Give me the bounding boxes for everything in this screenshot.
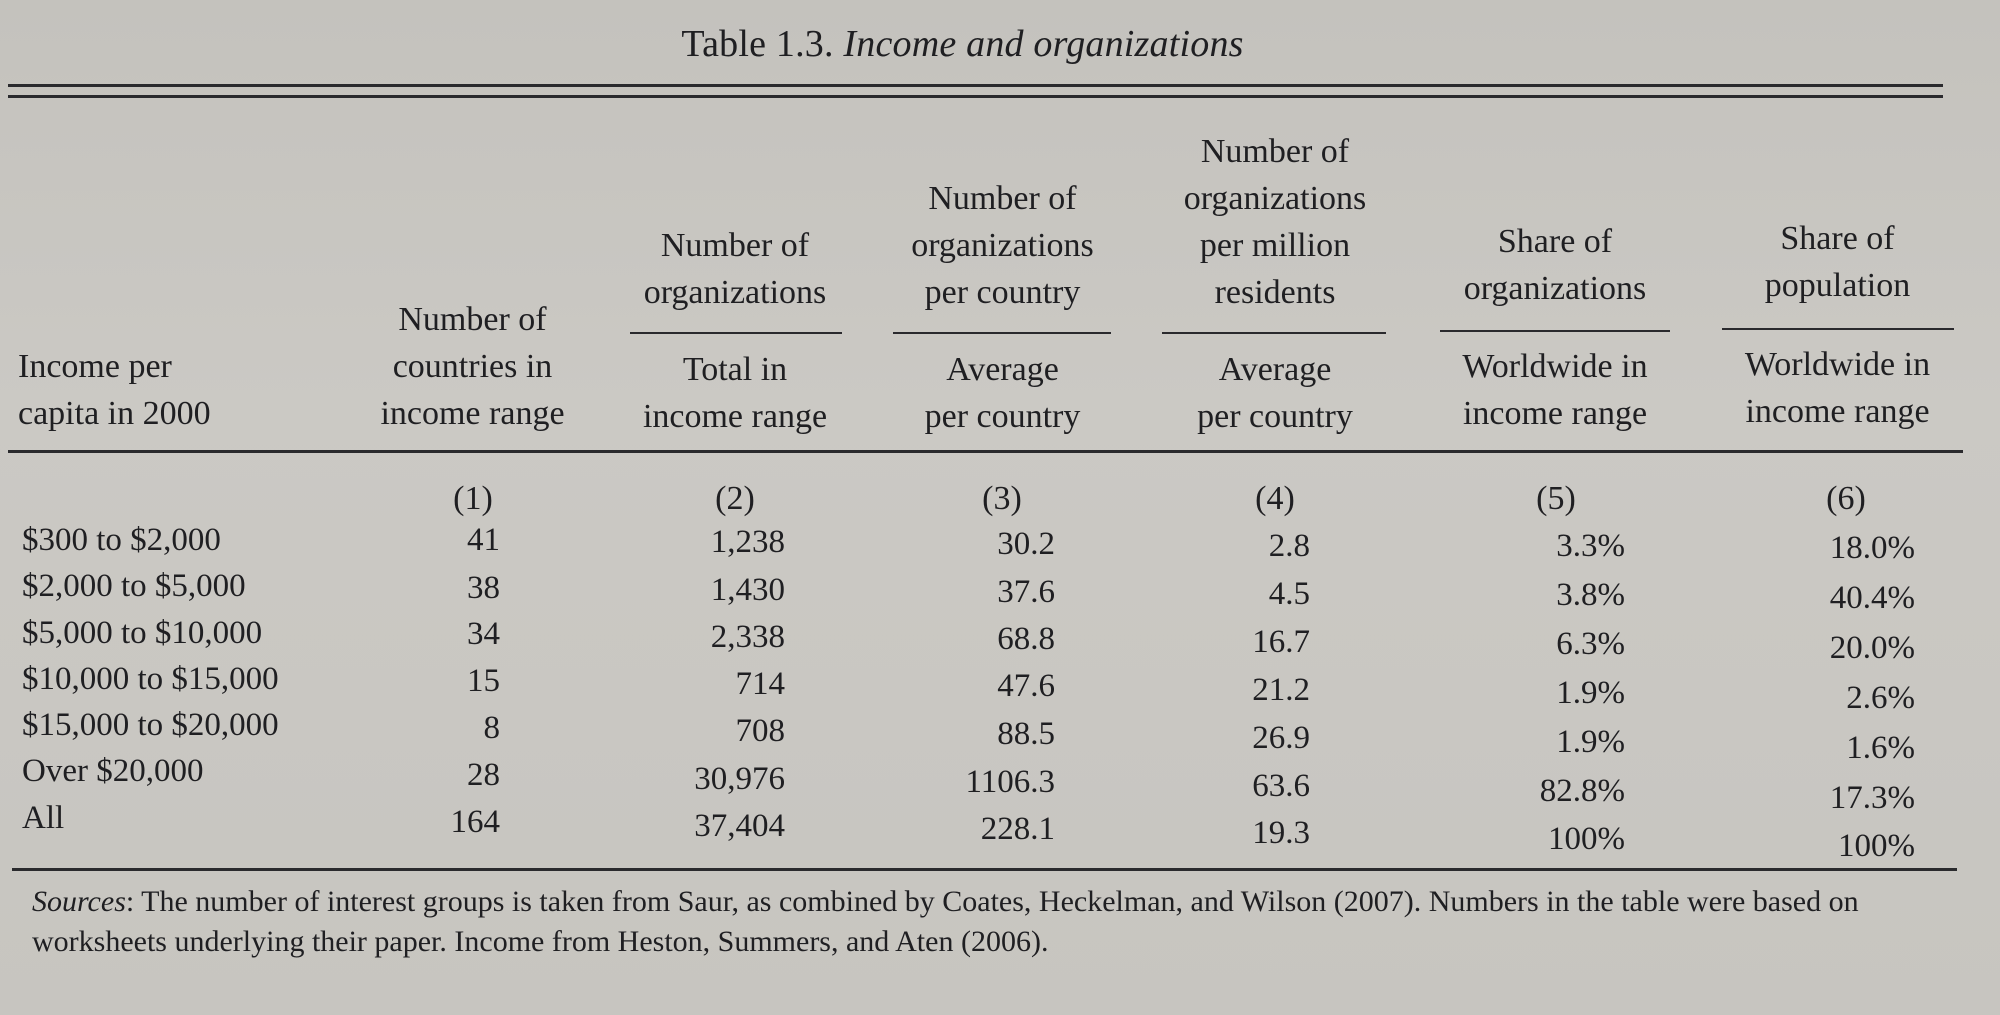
table-cell: 100% bbox=[1838, 828, 1915, 864]
table-cell: 63.6 bbox=[1252, 768, 1310, 804]
table-cell: 1,430 bbox=[710, 572, 785, 608]
table-cell: 41 bbox=[467, 522, 500, 558]
table-cell: 1,238 bbox=[710, 524, 785, 560]
table-cell: 16.7 bbox=[1252, 624, 1310, 660]
row-label: Over $20,000 bbox=[22, 753, 204, 789]
table-cell: 21.2 bbox=[1252, 672, 1310, 708]
table-cell: 3.8% bbox=[1556, 577, 1625, 613]
table-bottom-rule bbox=[12, 868, 1957, 871]
table-cell: 4.5 bbox=[1268, 576, 1310, 612]
table-cell: 47.6 bbox=[997, 668, 1055, 704]
header-subrule-3 bbox=[893, 332, 1111, 334]
header-total-in-range: Total in income range bbox=[642, 351, 828, 435]
table-cell: 2,338 bbox=[710, 619, 785, 655]
header-subrule-4 bbox=[1162, 332, 1386, 334]
sources-label: Sources bbox=[32, 885, 126, 918]
table-cell: 37,404 bbox=[694, 808, 785, 844]
table-cell: 26.9 bbox=[1252, 720, 1310, 756]
header-income-per-capita: Income per capita in 2000 bbox=[18, 348, 211, 432]
row-label: $5,000 to $10,000 bbox=[22, 615, 263, 651]
table-cell: 100% bbox=[1548, 821, 1625, 857]
table-number: Table 1.3. bbox=[681, 23, 834, 65]
header-subrule-6 bbox=[1722, 328, 1954, 330]
table-cell: 28 bbox=[467, 757, 500, 793]
header-average-per-country-3: Average per country bbox=[924, 351, 1081, 435]
table-cell: 228.1 bbox=[980, 811, 1055, 847]
row-label: $2,000 to $5,000 bbox=[22, 568, 246, 604]
sources-note: Sources: The number of interest groups i… bbox=[32, 882, 1972, 962]
table-cell: 1.9% bbox=[1556, 724, 1625, 760]
table-cell: 37.6 bbox=[997, 574, 1055, 610]
table-cell: 30.2 bbox=[997, 526, 1055, 562]
table-cell: 34 bbox=[467, 616, 500, 652]
row-label: $300 to $2,000 bbox=[22, 522, 221, 558]
column-number-1: (1) bbox=[453, 480, 493, 517]
table-cell: 3.3% bbox=[1556, 528, 1625, 564]
table-cell: 17.3% bbox=[1829, 780, 1915, 816]
header-number-of-countries: Number of countries in income range bbox=[380, 301, 565, 432]
header-subrule-2 bbox=[630, 332, 842, 334]
table-cell: 6.3% bbox=[1556, 626, 1625, 662]
header-worldwide-population: Worldwide in income range bbox=[1744, 346, 1931, 430]
table-cell: 88.5 bbox=[997, 716, 1055, 752]
table-cell: 8 bbox=[483, 710, 501, 746]
table-cell: 19.3 bbox=[1252, 815, 1310, 851]
row-label: $15,000 to $20,000 bbox=[22, 707, 279, 743]
header-organizations-per-million: Number of organizations per million resi… bbox=[1183, 133, 1367, 311]
header-worldwide-organizations: Worldwide in income range bbox=[1462, 348, 1648, 432]
column-number-4: (4) bbox=[1255, 480, 1295, 517]
header-share-of-population: Share of population bbox=[1764, 220, 1911, 304]
header-bottom-rule bbox=[8, 450, 1963, 453]
header-subrule-5 bbox=[1440, 330, 1670, 332]
table-cell: 38 bbox=[467, 570, 500, 606]
table-cell: 2.6% bbox=[1846, 680, 1915, 716]
top-rule-double bbox=[8, 95, 1943, 98]
table-cell: 40.4% bbox=[1829, 580, 1915, 616]
header-average-per-country-4: Average per country bbox=[1197, 351, 1353, 435]
table-cell: 68.8 bbox=[997, 621, 1055, 657]
table-cell: 1106.3 bbox=[965, 764, 1055, 800]
sources-text: : The number of interest groups is taken… bbox=[32, 885, 1859, 958]
table-cell: 164 bbox=[450, 804, 501, 840]
header-share-of-organizations: Share of organizations bbox=[1463, 223, 1647, 307]
row-label: $10,000 to $15,000 bbox=[22, 661, 279, 697]
header-number-of-organizations: Number of organizations bbox=[643, 227, 827, 311]
top-rule bbox=[8, 84, 1943, 87]
row-label: All bbox=[22, 800, 65, 836]
column-number-3: (3) bbox=[982, 480, 1022, 517]
table-title: Table 1.3. Income and organizations bbox=[0, 22, 1925, 66]
column-number-6: (6) bbox=[1826, 480, 1866, 517]
table-cell: 20.0% bbox=[1829, 630, 1915, 666]
table-cell: 18.0% bbox=[1829, 530, 1915, 566]
column-number-5: (5) bbox=[1536, 480, 1576, 517]
table-cell: 82.8% bbox=[1539, 773, 1625, 809]
table-caption: Income and organizations bbox=[843, 23, 1244, 65]
table-cell: 15 bbox=[467, 663, 500, 699]
table-cell: 30,976 bbox=[694, 761, 785, 797]
column-number-2: (2) bbox=[715, 480, 755, 517]
table-cell: 1.9% bbox=[1556, 675, 1625, 711]
table-cell: 1.6% bbox=[1846, 730, 1915, 766]
header-organizations-per-country: Number of organizations per country bbox=[911, 180, 1094, 311]
table-cell: 708 bbox=[735, 713, 786, 749]
table-cell: 714 bbox=[735, 666, 786, 702]
table-cell: 2.8 bbox=[1268, 528, 1310, 564]
